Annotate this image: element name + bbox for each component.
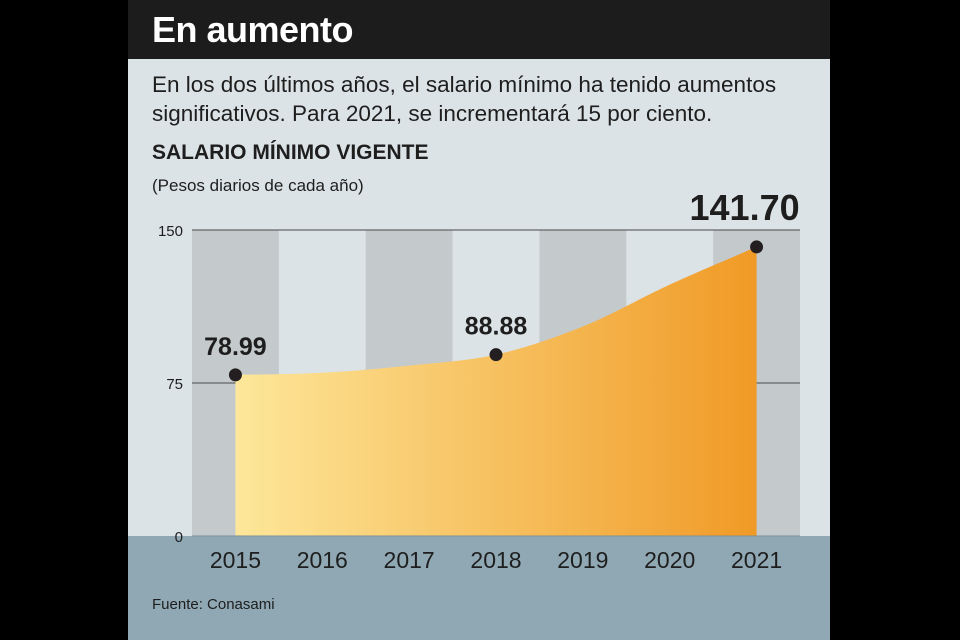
x-tick-2015: 2015 bbox=[210, 547, 261, 573]
y-tick-75: 75 bbox=[166, 376, 183, 393]
infographic-card: En aumento En los dos últimos años, el s… bbox=[128, 0, 830, 640]
x-tick-2021: 2021 bbox=[731, 547, 782, 573]
y-tick-0: 0 bbox=[175, 529, 183, 546]
point-marker-2021 bbox=[750, 240, 764, 254]
salary-area-chart: 0 75 150 2015 2016 2017 2018 2019 2020 2021 78.9… bbox=[128, 187, 830, 640]
x-tick-2017: 2017 bbox=[384, 547, 435, 573]
chart-subtitle: (Pesos diarios de cada año) bbox=[152, 176, 364, 195]
chart-title: SALARIO MÍNIMO VIGENTE bbox=[152, 141, 429, 164]
y-tick-150: 150 bbox=[158, 223, 183, 240]
x-tick-2018: 2018 bbox=[470, 547, 521, 573]
title-bar: En aumento bbox=[128, 0, 830, 59]
page-title: En aumento bbox=[152, 9, 354, 50]
x-tick-2020: 2020 bbox=[644, 547, 695, 573]
x-tick-2016: 2016 bbox=[297, 547, 348, 573]
point-marker-2018 bbox=[489, 348, 503, 362]
data-label-2021: 141.70 bbox=[690, 187, 800, 228]
x-tick-2019: 2019 bbox=[557, 547, 608, 573]
point-marker-2015 bbox=[228, 368, 242, 382]
axis-band bbox=[128, 536, 830, 640]
source-note: Fuente: Conasami bbox=[152, 596, 275, 613]
salary-area bbox=[235, 246, 757, 536]
data-label-2018: 88.88 bbox=[465, 313, 528, 341]
intro-text: En los dos últimos años, el salario míni… bbox=[152, 72, 777, 126]
data-label-2015: 78.99 bbox=[204, 333, 267, 361]
